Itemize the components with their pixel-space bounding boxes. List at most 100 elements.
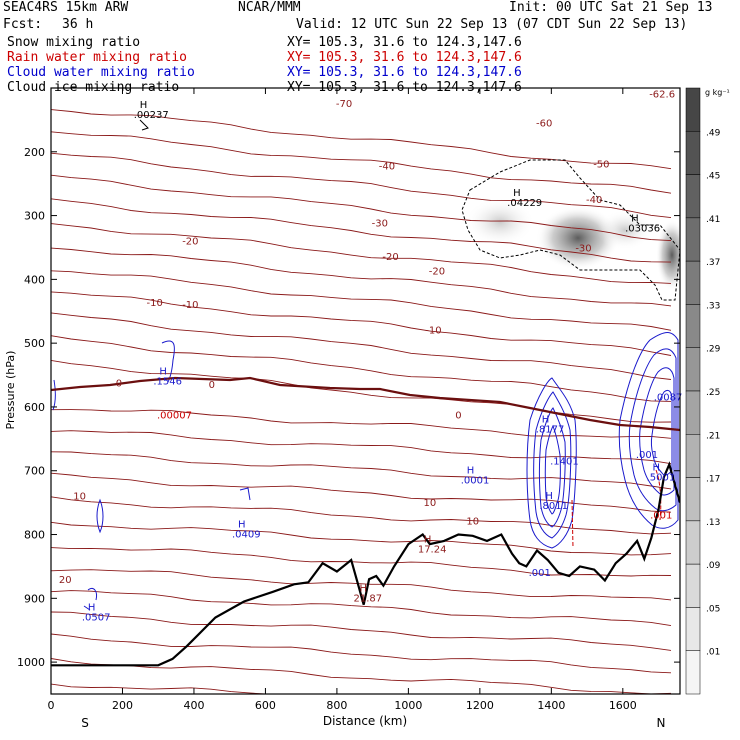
isotherm xyxy=(51,633,672,674)
isotherm-label: -10 xyxy=(425,326,441,337)
max-value: .8011 xyxy=(539,501,568,512)
isotherm-label: 0 xyxy=(455,410,461,421)
cloud-water-contour-east xyxy=(239,487,251,501)
isotherm xyxy=(51,547,672,577)
colorbar-swatch xyxy=(685,563,701,608)
colorbar-unit: g kg⁻¹ xyxy=(705,88,730,97)
isotherm-label: -10 xyxy=(146,298,162,309)
isotherm xyxy=(51,472,672,513)
max-value: 21.87 xyxy=(354,594,383,605)
isotherm xyxy=(51,359,672,423)
max-marker: H xyxy=(545,491,553,502)
max-value: .1401 xyxy=(550,456,579,467)
x-axis-label: Distance (km) xyxy=(323,714,407,728)
x-tick-label: 1400 xyxy=(537,699,565,712)
isotherm-label: -20 xyxy=(182,236,198,247)
x-tick-label: 1200 xyxy=(466,699,494,712)
convective-cloud-core-2 xyxy=(618,332,679,529)
init-time: Init: 00 UTC Sat 21 Sep 13 xyxy=(509,0,713,15)
field-rain-name: Rain water mixing ratio xyxy=(7,50,188,65)
max-value: .001 xyxy=(529,568,551,579)
colorbar-tick-label: .13 xyxy=(706,518,720,528)
y-tick-label: 800 xyxy=(24,529,45,542)
colorbar-swatch xyxy=(685,87,701,132)
terrain-line xyxy=(51,461,680,667)
isotherm-label: -62.6 xyxy=(649,90,675,101)
isotherm xyxy=(51,131,672,194)
field-snow-name: Snow mixing ratio xyxy=(7,35,141,50)
max-value: .5001 xyxy=(647,472,676,483)
colorbar-swatch xyxy=(685,131,701,175)
field-snow-xy: XY= 105.3, 31.6 to 124.3,147.6 xyxy=(287,35,522,50)
max-marker: H xyxy=(467,465,475,476)
max-value: .00237 xyxy=(134,110,169,121)
chart-axes: 0 200 400 600 800 1000 1200 1400 160020030040050… xyxy=(17,88,680,712)
cloud-water-contour-edge xyxy=(52,379,56,411)
model-title: SEAC4RS 15km ARW xyxy=(3,0,129,15)
field-rain-xy: XY= 105.3, 31.6 to 124.3,147.6 xyxy=(287,50,522,65)
x-tick-label: 200 xyxy=(112,699,133,712)
cloud-ice-contour xyxy=(461,159,680,301)
isotherm xyxy=(51,430,672,465)
max-value: .001 xyxy=(636,450,658,461)
colorbar-swatch xyxy=(685,520,701,565)
max-value: .04229 xyxy=(507,198,542,209)
plot-frame xyxy=(50,87,681,695)
isotherm xyxy=(51,152,672,219)
max-marker: H xyxy=(140,100,148,111)
colorbar-tick-label: .41 xyxy=(706,215,720,225)
colorbar-swatch xyxy=(685,304,701,348)
colorbar-tick-label: .17 xyxy=(706,475,720,485)
field-cloud-water-name: Cloud water mixing ratio xyxy=(7,65,195,80)
colorbar-swatch xyxy=(685,347,701,392)
y-tick-label: 400 xyxy=(24,273,45,286)
max-annotations: H.00237H.04229H.03036H.1546.00007H.0001H… xyxy=(82,100,682,624)
cloud-contours xyxy=(52,119,680,611)
cloud-ice-contour-small xyxy=(139,119,149,131)
isotherm-label: 20 xyxy=(59,575,72,586)
isotherm xyxy=(51,198,672,263)
isotherm-label: -20 xyxy=(382,252,398,263)
y-tick-label: 600 xyxy=(24,401,45,414)
x-tick-label: 400 xyxy=(183,699,204,712)
organization-label: NCAR/MMM xyxy=(238,0,301,15)
colorbar-tick-label: .37 xyxy=(706,258,720,268)
isotherm xyxy=(51,223,672,284)
valid-time: Valid: 12 UTC Sun 22 Sep 13 (07 CDT Sun … xyxy=(296,17,688,32)
isotherm-label: -60 xyxy=(536,118,552,129)
isotherm-label: -10 xyxy=(182,300,198,311)
max-marker: H xyxy=(424,534,432,545)
isotherm xyxy=(51,109,672,170)
isotherm xyxy=(51,569,672,601)
max-marker: H xyxy=(631,214,639,225)
north-end-label: N xyxy=(657,716,666,730)
isotherm-label: -30 xyxy=(372,218,388,229)
isotherm xyxy=(51,270,672,331)
isotherm xyxy=(51,291,672,356)
isotherm xyxy=(51,174,672,242)
isotherm xyxy=(51,611,672,651)
isotherm-label: -40 xyxy=(586,195,602,206)
colorbar-swatch xyxy=(685,260,701,305)
max-marker: H xyxy=(513,188,521,199)
max-value: .0409 xyxy=(232,530,261,541)
isotherm xyxy=(51,683,273,694)
cloud-water-contour-low xyxy=(96,498,104,534)
south-end-label: S xyxy=(81,716,89,730)
y-tick-label: 700 xyxy=(24,465,45,478)
colorbar-tick-label: .09 xyxy=(706,561,721,571)
isotherm-label: -70 xyxy=(336,99,352,110)
colorbar-tick-label: .49 xyxy=(706,128,721,138)
y-tick-label: 1000 xyxy=(17,656,45,669)
isotherm xyxy=(51,521,672,556)
max-value: 17.24 xyxy=(418,544,447,555)
max-value: .0507 xyxy=(82,613,111,624)
colorbar-tick-label: .45 xyxy=(706,172,720,182)
colorbar-swatch xyxy=(685,477,701,522)
isotherm xyxy=(51,247,672,307)
isotherm-label: 10 xyxy=(423,498,436,509)
rain-contour-1 xyxy=(571,499,574,549)
freezing-level xyxy=(51,376,680,432)
max-value: .0001 xyxy=(461,475,490,486)
